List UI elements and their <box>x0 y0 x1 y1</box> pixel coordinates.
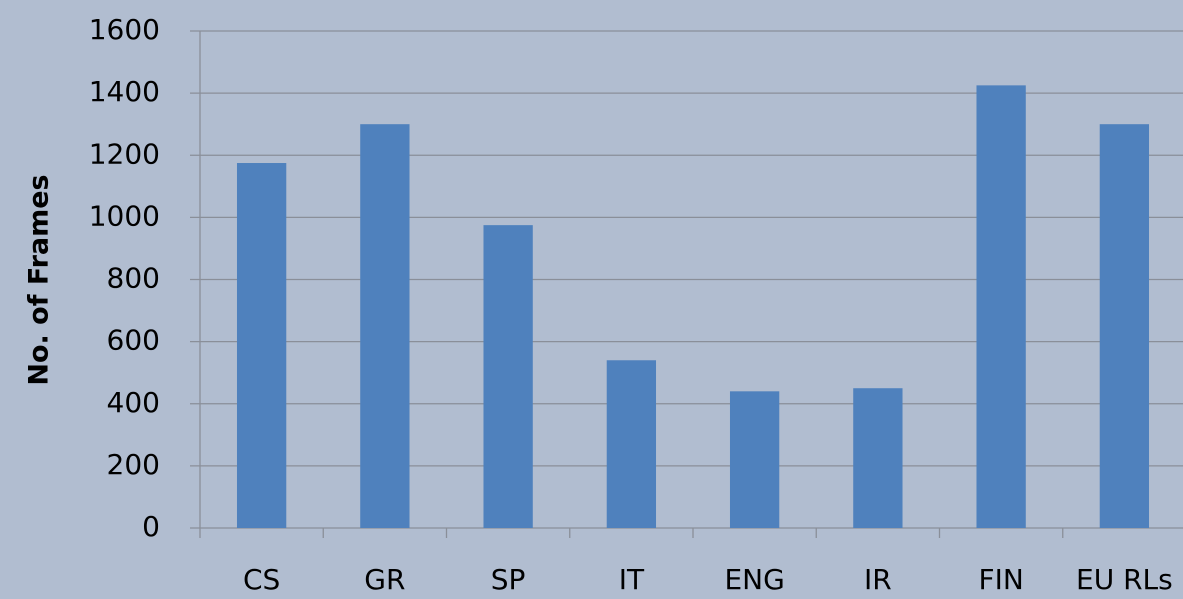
bar <box>976 85 1026 528</box>
x-tick-label: IR <box>864 563 892 596</box>
y-tick-label: 400 <box>107 386 160 419</box>
y-tick-label: 1400 <box>89 75 160 108</box>
x-tick-label: FIN <box>978 563 1023 596</box>
y-tick-label: 600 <box>107 324 160 357</box>
y-tick-label: 200 <box>107 448 160 481</box>
bar <box>1099 124 1150 528</box>
x-tick-label: EU RLs <box>1076 563 1173 596</box>
x-tick-label: IT <box>619 563 645 596</box>
y-tick-label: 800 <box>107 262 160 295</box>
x-tick-label: GR <box>364 563 405 596</box>
x-tick-label: CS <box>243 563 280 596</box>
y-axis-title: No. of Frames <box>24 174 55 385</box>
bar <box>236 163 287 528</box>
y-tick-label: 1000 <box>89 199 160 232</box>
x-tick-label: SP <box>491 563 526 596</box>
bar <box>606 360 657 528</box>
bar <box>483 225 533 528</box>
bar <box>853 388 903 528</box>
y-tick-label: 1200 <box>89 137 160 170</box>
bar <box>360 124 410 528</box>
bar <box>729 391 780 528</box>
y-tick-label: 1600 <box>89 13 160 46</box>
x-tick-label: ENG <box>724 563 784 596</box>
y-tick-label: 0 <box>142 510 160 543</box>
